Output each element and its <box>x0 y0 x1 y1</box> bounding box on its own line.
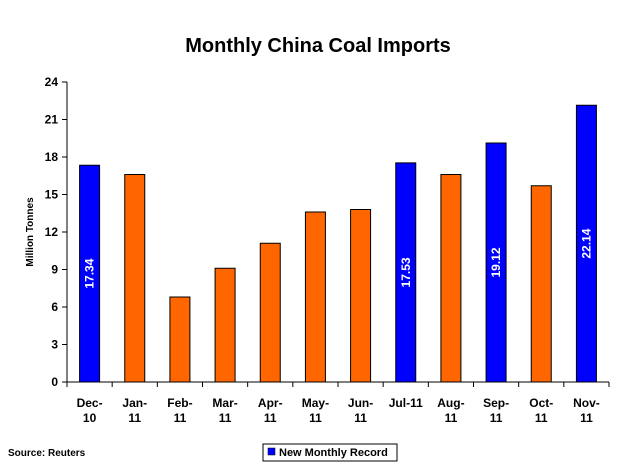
x-tick-label: Jun-11 <box>348 396 373 425</box>
y-tick-label: 6 <box>51 300 58 314</box>
x-tick-label: Mar-11 <box>212 396 237 425</box>
y-tick-label: 3 <box>51 338 58 352</box>
bar <box>169 296 191 383</box>
x-tick-label: Jan-11 <box>122 396 147 425</box>
source-note: Source: Reuters <box>8 448 86 459</box>
data-label: 19.12 <box>489 247 503 277</box>
y-tick-label: 15 <box>45 188 59 202</box>
chart-title: Monthly China Coal Imports <box>185 35 451 57</box>
x-tick-label: Aug-11 <box>437 396 464 425</box>
x-tick-label: Oct-11 <box>529 396 553 425</box>
bar <box>124 174 146 383</box>
bar <box>214 267 236 383</box>
x-tick-label: Apr-11 <box>258 396 283 425</box>
bar <box>530 185 552 383</box>
x-tick-label: Jul-11 <box>389 396 423 410</box>
legend-swatch <box>267 447 276 456</box>
x-tick-label: Feb-11 <box>167 396 192 425</box>
bar <box>440 174 462 383</box>
y-axis-label: Million Tonnes <box>25 197 36 267</box>
bar <box>350 209 372 383</box>
bar <box>259 242 281 383</box>
x-tick-label: May-11 <box>302 396 329 425</box>
bar <box>304 211 326 383</box>
data-label: 17.34 <box>83 258 97 288</box>
legend-label: New Monthly Record <box>279 447 388 459</box>
x-tick-label: Sep-11 <box>483 396 509 425</box>
y-tick-label: 12 <box>45 225 59 239</box>
legend-box <box>262 443 398 462</box>
y-axis: 0 3 6 9 12 15 18 21 24 <box>45 75 67 389</box>
data-label: 22.14 <box>579 228 593 258</box>
bar-series: 17.34 17.53 19.12 22.14 <box>79 104 597 383</box>
x-axis: Dec-10 Jan-11 Feb-11 Mar-11 Apr-11 May-11 Jun-… <box>66 382 610 425</box>
y-tick-label: 0 <box>51 375 58 389</box>
y-tick-label: 21 <box>45 113 59 127</box>
x-tick-label: Dec-10 <box>77 396 103 425</box>
y-tick-label: 24 <box>45 75 59 89</box>
y-tick-label: 9 <box>51 263 58 277</box>
x-tick-label: Nov-11 <box>573 396 600 425</box>
y-tick-label: 18 <box>45 150 59 164</box>
legend: New Monthly Record <box>262 443 398 462</box>
data-label: 17.53 <box>399 257 413 287</box>
